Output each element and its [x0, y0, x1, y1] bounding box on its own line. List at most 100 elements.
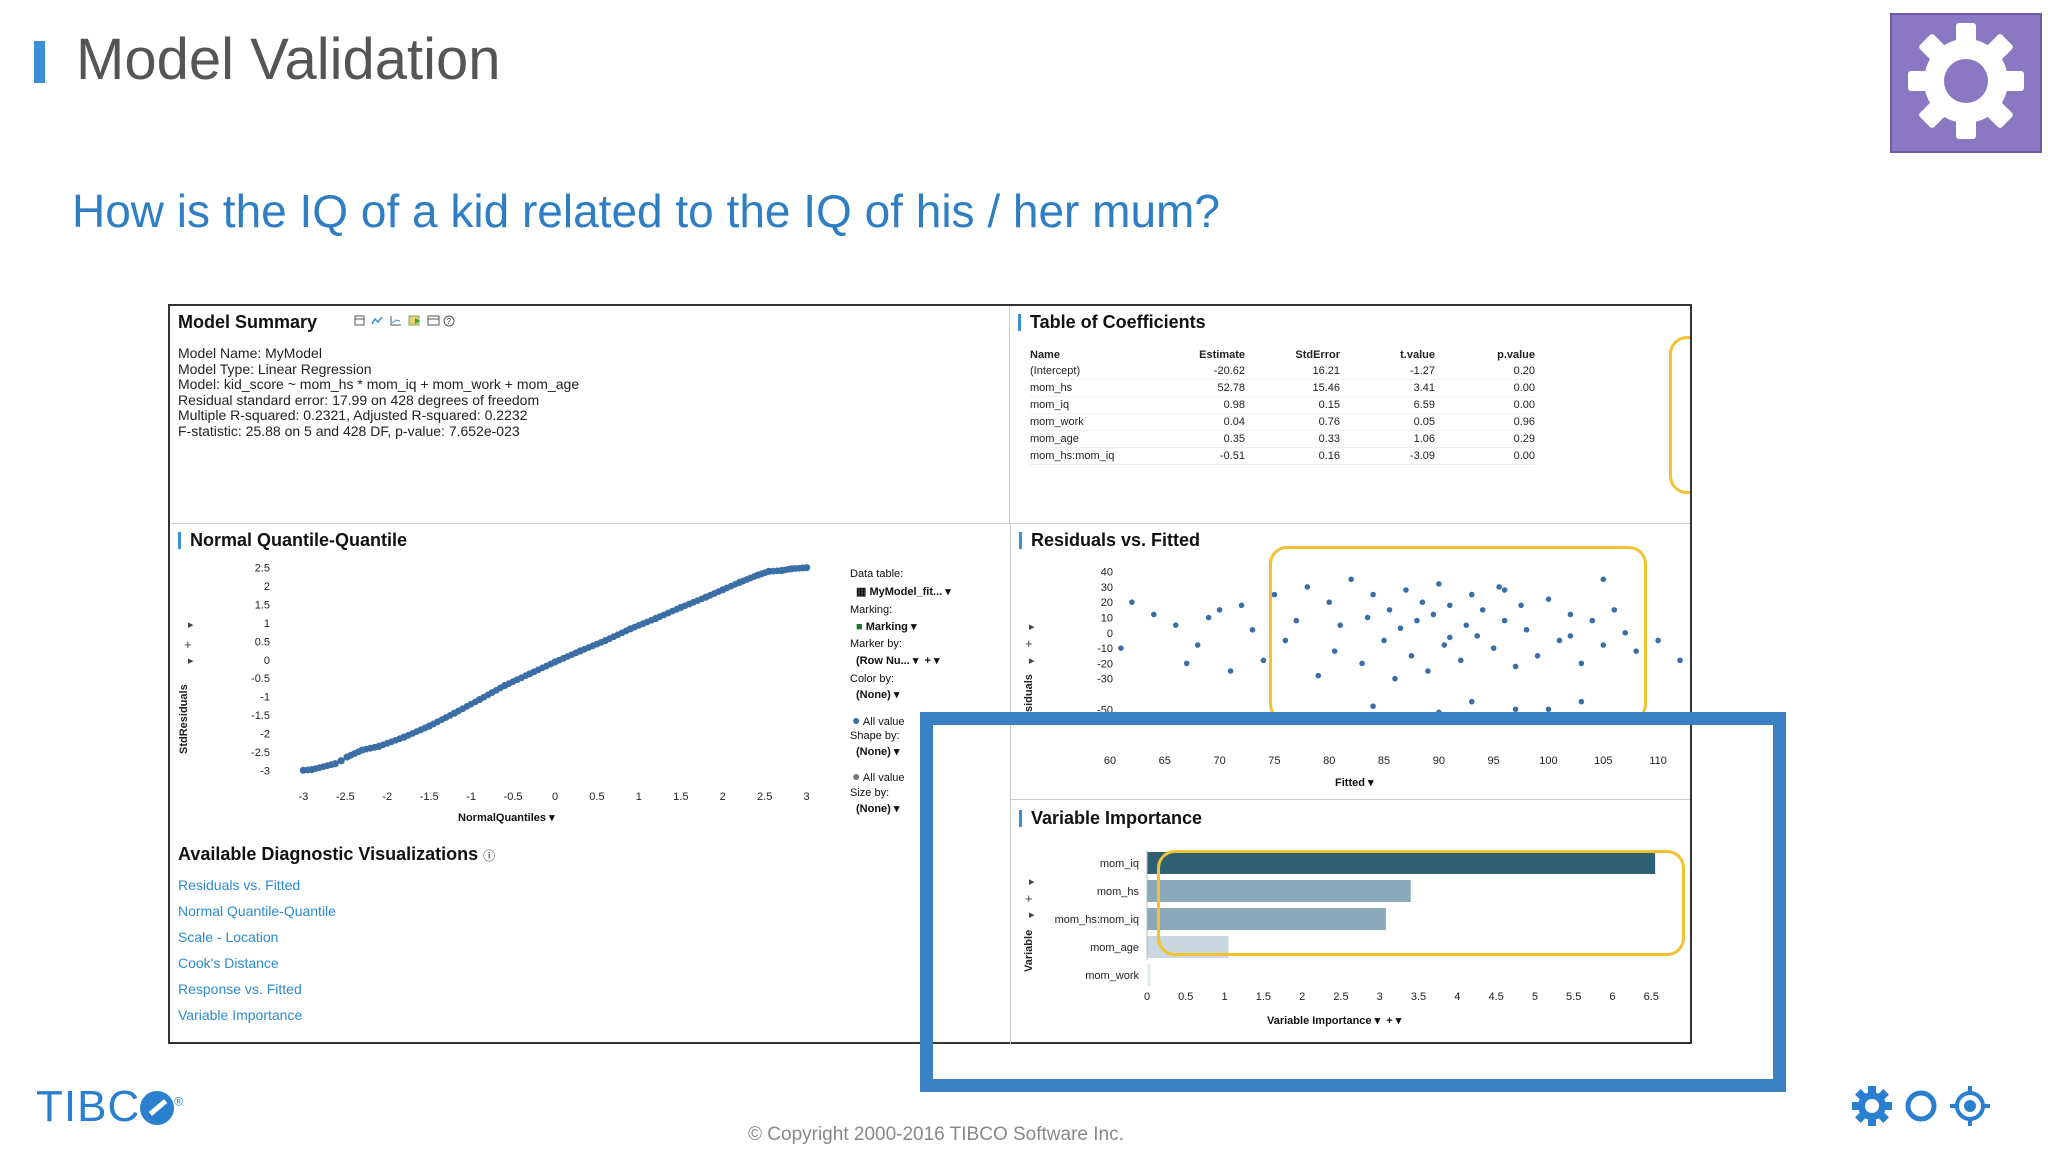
residual-point: [1260, 657, 1267, 664]
x-tick-label: 95: [1488, 755, 1500, 767]
residual-point: [1304, 584, 1311, 590]
residuals-x-axis-selector[interactable]: Fitted ▾: [1335, 776, 1374, 789]
link-scale-location[interactable]: Scale - Location: [178, 929, 279, 945]
data-table-label: Data table:: [850, 568, 904, 580]
residual-point: [1403, 587, 1409, 593]
importance-bar[interactable]: [1147, 852, 1656, 874]
column-header[interactable]: Name: [1030, 348, 1060, 361]
help-icon[interactable]: ⓘ: [483, 849, 496, 863]
table-cell: 6.59: [1340, 396, 1435, 414]
residual-point: [1589, 617, 1596, 624]
table-cell: mom_hs: [1030, 379, 1150, 397]
collapse-arrow-icon: ▸: [1029, 909, 1035, 921]
shape-by-label: Shape by:: [850, 730, 900, 742]
color-by-selector[interactable]: (None) ▾: [856, 689, 900, 701]
table-cell: 0.96: [1435, 413, 1535, 431]
data-table-selector[interactable]: ▦ MyModel_fit... ▾: [856, 586, 951, 598]
table-row[interactable]: mom_hs 52.78 15.46 3.41 0.00: [1030, 379, 1535, 397]
help-icon[interactable]: ?: [443, 315, 455, 327]
residual-point: [1238, 602, 1245, 609]
qq-x-axis-selector[interactable]: NormalQuantiles ▾: [458, 811, 555, 824]
crosshair-icon: [1950, 1086, 1990, 1126]
marking-selector[interactable]: ■ Marking ▾: [856, 621, 917, 633]
column-header[interactable]: StdError: [1295, 348, 1340, 361]
column-header[interactable]: p.value: [1497, 348, 1535, 361]
link-response-vs-fitted[interactable]: Response vs. Fitted: [178, 981, 302, 997]
qq-plot: 2.5 2 1.5 1 0.5 0 -0.5 -1 -1.5 -2 -2.5 -3 -3 -2.5 -2 -…: [184, 563, 811, 803]
residual-point: [1677, 657, 1683, 664]
residual-point: [1326, 599, 1333, 606]
legend-dot-icon: ●: [852, 712, 861, 728]
residual-point: [1545, 706, 1552, 713]
y-tick-label: -1: [260, 692, 270, 704]
marker-by-label: Marker by:: [850, 638, 902, 650]
table-cell: 52.78: [1150, 379, 1245, 397]
residual-point: [1118, 645, 1124, 651]
x-tick-label: 3: [804, 791, 810, 803]
residual-point: [1151, 611, 1157, 618]
residual-point: [1578, 698, 1585, 705]
x-tick-label: 6.5: [1644, 991, 1659, 1003]
link-variable-importance[interactable]: Variable Importance: [178, 1007, 303, 1023]
residuals-x-axis-label: Fitted: [1335, 777, 1365, 789]
export-icon[interactable]: [408, 315, 420, 326]
table-cell: 0.00: [1435, 396, 1535, 414]
table-row[interactable]: (Intercept) -20.62 16.21 -1.27 0.20: [1030, 363, 1535, 380]
residual-point: [1655, 637, 1661, 644]
shape-by-selector[interactable]: (None) ▾: [856, 746, 900, 758]
table-cell: 16.21: [1245, 363, 1340, 380]
table-cell: 0.29: [1435, 430, 1535, 448]
table-cell: 0.33: [1245, 430, 1340, 448]
marker-by-selector[interactable]: (Row Nu... ▾ + ▾: [856, 655, 940, 667]
color-legend-item: ● All value: [852, 712, 905, 728]
residual-point: [1633, 648, 1639, 654]
residual-point: [1474, 633, 1481, 639]
x-tick-label: -3: [298, 791, 308, 803]
residual-point: [1611, 607, 1618, 613]
residual-point: [1348, 576, 1354, 583]
title-accent-bar: [34, 41, 45, 83]
residual-point: [1392, 675, 1398, 682]
importance-bar[interactable]: [1147, 880, 1411, 902]
residual-point: [1249, 626, 1256, 633]
table-icon[interactable]: [354, 315, 365, 326]
x-tick-label: 0: [552, 791, 558, 803]
window-icon[interactable]: [427, 315, 440, 326]
link-cooks-distance[interactable]: Cook's Distance: [178, 955, 279, 971]
y-tick-label: -1.5: [251, 710, 270, 722]
size-by-selector[interactable]: (None) ▾: [856, 803, 900, 815]
importance-bar[interactable]: [1147, 964, 1151, 986]
column-header[interactable]: Estimate: [1199, 348, 1245, 361]
importance-x-axis-selector[interactable]: Variable Importance ▾ + ▾: [1267, 1015, 1402, 1027]
table-cell: 0.76: [1245, 413, 1340, 431]
table-row[interactable]: mom_work 0.04 0.76 0.05 0.96: [1030, 413, 1535, 431]
residual-point: [1331, 648, 1338, 654]
x-tick-label: -1.5: [420, 791, 439, 803]
residual-point: [1425, 668, 1431, 674]
pvalue-highlight-box: [1669, 336, 1690, 494]
line-icon[interactable]: [371, 316, 383, 325]
table-cell: mom_hs:mom_iq: [1030, 447, 1150, 465]
table-row[interactable]: mom_hs:mom_iq -0.51 0.16 -3.09 0.00: [1030, 447, 1535, 465]
residual-point: [1479, 607, 1486, 613]
category-label: mom_age: [1090, 942, 1139, 954]
link-normal-qq[interactable]: Normal Quantile-Quantile: [178, 903, 336, 919]
column-header[interactable]: t.value: [1400, 348, 1435, 361]
link-residuals-vs-fitted[interactable]: Residuals vs. Fitted: [178, 877, 301, 893]
x-tick-label: -2.5: [336, 791, 355, 803]
importance-bar[interactable]: [1147, 908, 1386, 930]
table-row[interactable]: mom_age 0.35 0.33 1.06 0.29: [1030, 430, 1535, 448]
x-tick-label: 70: [1213, 755, 1225, 767]
category-label: mom_iq: [1100, 858, 1139, 870]
expand-arrow-icon: ▸: [1029, 876, 1035, 888]
residual-point: [1578, 660, 1585, 667]
table-row[interactable]: mom_iq 0.98 0.15 6.59 0.00: [1030, 396, 1535, 414]
y-tick-label: 2: [264, 581, 270, 593]
residual-point: [1545, 596, 1552, 602]
summary-line: Residual standard error: 17.99 on 428 de…: [178, 391, 540, 408]
table-cell: -20.62: [1150, 363, 1245, 380]
chart-icon[interactable]: [390, 316, 401, 326]
importance-panel: Variable Importance mom_iq mom_hs mom_hs:m…: [1010, 800, 1690, 1044]
summary-line: Model: kid_score ~ mom_hs * mom_iq + mom…: [178, 376, 580, 392]
residual-point: [1172, 622, 1179, 628]
